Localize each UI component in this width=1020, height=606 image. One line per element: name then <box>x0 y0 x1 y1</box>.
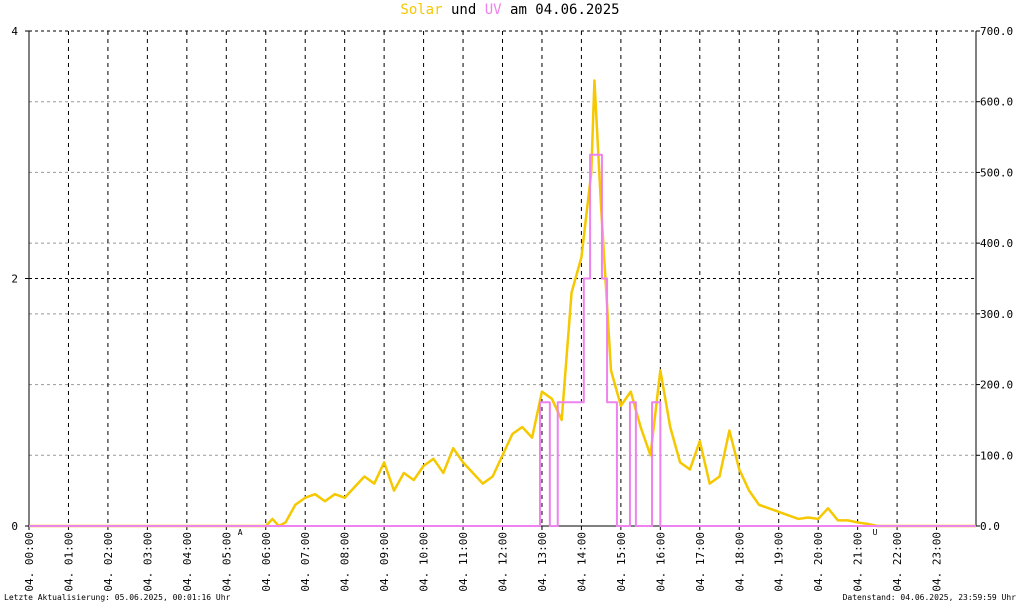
footer-left: Letzte Aktualisierung: 05.06.2025, 00:01… <box>4 593 231 602</box>
title-solar: Solar <box>400 2 442 18</box>
x-tick-label: 04. 15:00 <box>615 532 628 592</box>
y-tick-label: 0 <box>11 520 18 533</box>
y-tick-label: 2 <box>11 273 18 286</box>
x-tick-label: 04. 02:00 <box>102 532 115 592</box>
y2-tick-label: 700.0 <box>980 25 1013 38</box>
x-tick-label: 04. 00:00 <box>23 532 36 592</box>
chart-title: Solar und UV am 04.06.2025 <box>400 2 619 18</box>
x-tick-label: 04. 14:00 <box>575 532 588 592</box>
x-tick-label: 04. 21:00 <box>852 532 865 592</box>
y2-tick-label: 200.0 <box>980 379 1013 392</box>
y2-tick-label: 300.0 <box>980 308 1013 321</box>
footer-right: Datenstand: 04.06.2025, 23:59:59 Uhr <box>843 593 1017 602</box>
y2-tick-label: 0.0 <box>980 520 1000 533</box>
x-tick-label: 04. 23:00 <box>931 532 944 592</box>
x-tick-label: 04. 16:00 <box>654 532 667 592</box>
series-line <box>29 79 976 528</box>
x-tick-label: 04. 06:00 <box>260 532 273 592</box>
x-tick-label: 04. 03:00 <box>141 532 154 592</box>
y2-tick-label: 400.0 <box>980 237 1013 250</box>
x-tick-label: 04. 08:00 <box>339 532 352 592</box>
y2-tick-label: 100.0 <box>980 449 1013 462</box>
y2-tick-label: 500.0 <box>980 166 1013 179</box>
x-tick-label: 04. 11:00 <box>457 532 470 592</box>
x-tick-label: 04. 04:00 <box>181 532 194 592</box>
x-tick-label: 04. 12:00 <box>497 532 510 592</box>
x-tick-label: 04. 10:00 <box>418 532 431 592</box>
x-tick-label: 04. 07:00 <box>299 532 312 592</box>
y-tick-label: 4 <box>11 25 18 38</box>
title-uv: UV <box>485 2 502 18</box>
x-tick-label: 04. 22:00 <box>891 532 904 592</box>
annotation: U <box>873 528 878 537</box>
x-tick-label: 04. 17:00 <box>694 532 707 592</box>
x-tick-label: 04. 13:00 <box>536 532 549 592</box>
annotation: A <box>238 528 243 537</box>
title-join: und <box>451 2 476 18</box>
x-tick-label: 04. 19:00 <box>773 532 786 592</box>
x-tick-label: 04. 05:00 <box>220 532 233 592</box>
x-tick-label: 04. 20:00 <box>812 532 825 592</box>
title-date: am 04.06.2025 <box>510 2 620 18</box>
x-tick-label: 04. 09:00 <box>378 532 391 592</box>
x-tick-label: 04. 18:00 <box>733 532 746 592</box>
y2-tick-label: 600.0 <box>980 96 1013 109</box>
x-tick-label: 04. 01:00 <box>62 532 75 592</box>
series-line <box>29 153 976 527</box>
